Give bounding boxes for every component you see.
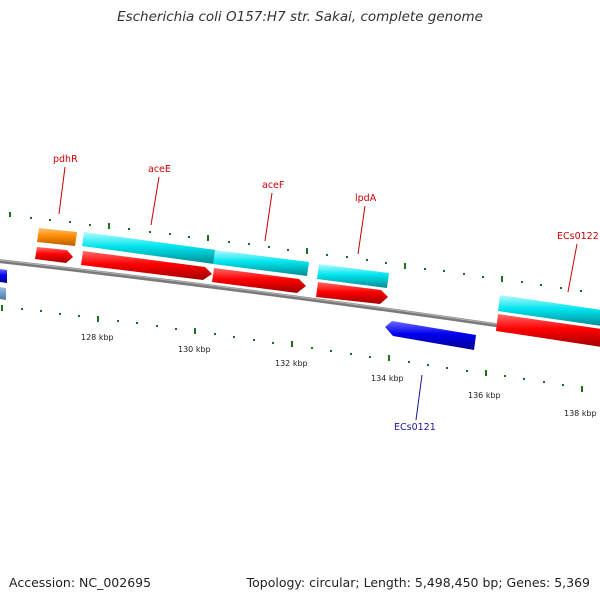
left-edge-blue-feature[interactable] bbox=[0, 269, 7, 283]
label-aceE: aceE bbox=[148, 164, 171, 175]
tick-mark bbox=[207, 235, 209, 241]
cds-lpdA[interactable] bbox=[316, 282, 388, 304]
tick-mark bbox=[268, 246, 270, 248]
label-lpdA: lpdA bbox=[355, 193, 377, 204]
gene-lpdA[interactable] bbox=[317, 264, 389, 288]
accession-text: Accession: NC_002695 bbox=[9, 575, 152, 590]
tick-mark bbox=[291, 341, 293, 347]
tick-mark bbox=[1, 305, 3, 311]
leader-lpdA bbox=[357, 205, 366, 255]
tick-mark bbox=[272, 342, 274, 344]
tick-mark bbox=[350, 353, 352, 355]
cds-aceE[interactable] bbox=[81, 251, 212, 280]
gene-aceE[interactable] bbox=[82, 232, 216, 264]
tick-mark bbox=[424, 268, 426, 270]
tick-mark bbox=[427, 364, 429, 366]
tick-mark bbox=[69, 221, 71, 223]
leader-pdhR bbox=[58, 166, 66, 215]
tick-mark bbox=[128, 228, 130, 230]
leader-ECs0121 bbox=[415, 374, 423, 421]
tick-mark bbox=[562, 384, 564, 386]
leader-ECs0122 bbox=[567, 243, 578, 293]
tick-mark bbox=[117, 320, 119, 322]
genome-info-text: Topology: circular; Length: 5,498,450 bp… bbox=[246, 575, 590, 590]
label-pdhR: pdhR bbox=[53, 154, 78, 165]
tick-mark bbox=[108, 223, 110, 229]
lower-tick-track bbox=[1, 305, 583, 392]
tick-mark bbox=[369, 356, 371, 358]
tick-mark bbox=[463, 273, 465, 275]
tick-mark bbox=[97, 316, 99, 322]
cds-aceF[interactable] bbox=[212, 268, 306, 293]
cds-pdhR[interactable] bbox=[35, 247, 73, 263]
tick-mark bbox=[30, 217, 32, 219]
tick-mark bbox=[446, 367, 448, 369]
tick-mark bbox=[388, 355, 390, 361]
tick-mark bbox=[330, 350, 332, 352]
tick-mark bbox=[306, 248, 308, 254]
tick-mark bbox=[214, 333, 216, 335]
map-title: Escherichia coli O157:H7 str. Sakai, com… bbox=[117, 9, 483, 25]
tick-mark bbox=[523, 378, 525, 380]
tick-mark bbox=[385, 262, 387, 264]
upper-tick-track bbox=[9, 212, 582, 292]
scale-label-136: 136 kbp bbox=[468, 391, 501, 400]
tick-mark bbox=[366, 259, 368, 261]
tick-mark bbox=[326, 254, 328, 256]
left-edge-steel-feature[interactable] bbox=[0, 287, 6, 300]
tick-mark bbox=[233, 336, 235, 338]
tick-mark bbox=[228, 241, 230, 243]
gene-aceF[interactable] bbox=[213, 250, 309, 276]
scale-label-132: 132 kbp bbox=[275, 359, 308, 368]
tick-mark bbox=[248, 243, 250, 245]
tick-mark bbox=[188, 236, 190, 238]
tick-mark bbox=[175, 328, 177, 330]
scale-label-138: 138 kbp bbox=[564, 409, 597, 418]
scale-label-130: 130 kbp bbox=[178, 345, 211, 354]
tick-mark bbox=[49, 219, 51, 221]
tick-mark bbox=[560, 287, 562, 289]
tick-mark bbox=[543, 381, 545, 383]
gene-pdhR[interactable] bbox=[37, 228, 77, 246]
gene-ECs0121[interactable] bbox=[385, 321, 476, 350]
tick-mark bbox=[169, 233, 171, 235]
tick-mark bbox=[443, 270, 445, 272]
cds-ECs0122[interactable] bbox=[496, 314, 600, 347]
tick-mark bbox=[59, 313, 61, 315]
tick-mark bbox=[466, 370, 468, 372]
tick-mark bbox=[580, 290, 582, 292]
tick-mark bbox=[311, 347, 313, 349]
tick-mark bbox=[149, 231, 151, 233]
tick-mark bbox=[40, 310, 42, 312]
tick-mark bbox=[156, 325, 158, 327]
tick-mark bbox=[346, 256, 348, 258]
tick-mark bbox=[136, 322, 138, 324]
tick-mark bbox=[485, 370, 487, 376]
tick-mark bbox=[287, 249, 289, 251]
tick-mark bbox=[501, 276, 503, 282]
label-aceF: aceF bbox=[262, 180, 284, 191]
leader-aceF bbox=[264, 192, 273, 242]
tick-mark bbox=[521, 281, 523, 283]
leader-aceE bbox=[150, 176, 160, 226]
tick-mark bbox=[482, 276, 484, 278]
tick-mark bbox=[540, 284, 542, 286]
scale-label-134: 134 kbp bbox=[371, 374, 404, 383]
tick-mark bbox=[404, 263, 406, 269]
scale-label-128: 128 kbp bbox=[81, 333, 114, 342]
tick-mark bbox=[89, 224, 91, 226]
label-ECs0122: ECs0122 bbox=[557, 231, 599, 242]
tick-mark bbox=[194, 328, 196, 334]
label-ECs0121: ECs0121 bbox=[394, 422, 436, 433]
label-leaders bbox=[58, 166, 578, 421]
tick-mark bbox=[253, 339, 255, 341]
tick-mark bbox=[9, 212, 11, 217]
tick-mark bbox=[504, 375, 506, 377]
tick-mark bbox=[21, 308, 23, 310]
tick-mark bbox=[408, 361, 410, 363]
tick-mark bbox=[581, 386, 583, 392]
tick-mark bbox=[78, 315, 80, 317]
gene-ECs0122[interactable] bbox=[498, 295, 600, 326]
